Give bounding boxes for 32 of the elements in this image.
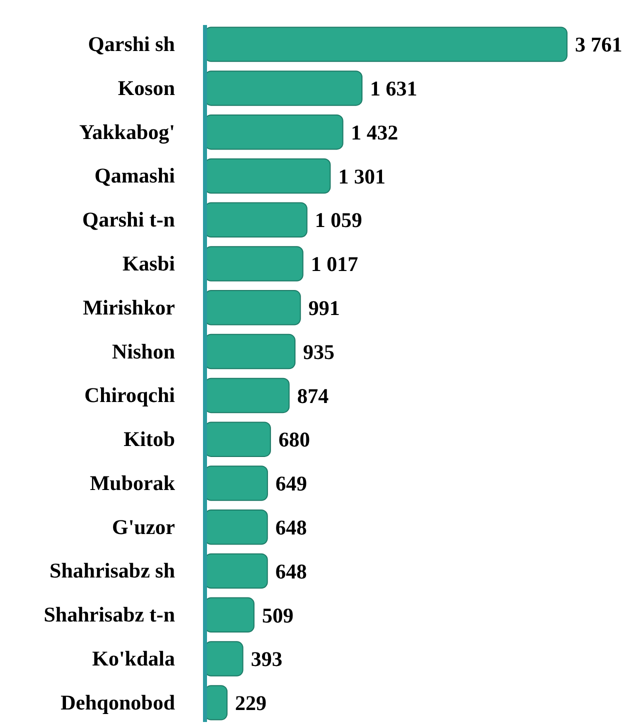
y-tick-label: Shahrisabz sh	[50, 558, 176, 583]
y-tick-label: Mirishkor	[82, 295, 175, 320]
data-label: 3 761	[575, 32, 622, 57]
data-label: 935	[302, 340, 334, 364]
y-tick-label: Qamashi	[94, 164, 176, 188]
data-label: 1 631	[370, 76, 418, 101]
y-tick-label: Nishon	[112, 339, 176, 364]
y-tick-label: Qarshi sh	[88, 32, 176, 56]
y-tick-label: Kasbi	[122, 251, 176, 276]
y-tick-label: Kitob	[124, 427, 175, 452]
y-tick-label: Koson	[118, 76, 176, 100]
y-tick-label: G'uzor	[112, 514, 175, 539]
data-label: 648	[275, 515, 307, 540]
data-label: 229	[235, 691, 267, 716]
data-label: 874	[297, 384, 330, 408]
data-label: 1 432	[350, 120, 398, 144]
data-label: 1 059	[314, 208, 362, 232]
y-tick-label: Shahrisabz t-n	[44, 602, 176, 627]
data-label: 1 301	[338, 164, 386, 188]
y-tick-label: Muborak	[90, 470, 176, 495]
data-label: 649	[275, 472, 307, 496]
y-tick-label: Chiroqchi	[84, 383, 176, 408]
data-label: 680	[278, 428, 310, 452]
data-label: 509	[262, 603, 294, 628]
y-tick-label: Ko'kdala	[92, 646, 176, 671]
data-label: 648	[275, 559, 307, 584]
data-label: 991	[308, 296, 340, 320]
y-tick-label: Dehqonobod	[60, 690, 176, 714]
data-label: 393	[250, 647, 282, 672]
y-tick-label: Qarshi t-n	[82, 208, 176, 232]
data-label: 1 017	[310, 252, 358, 276]
y-tick-label: Yakkabog'	[79, 120, 175, 144]
